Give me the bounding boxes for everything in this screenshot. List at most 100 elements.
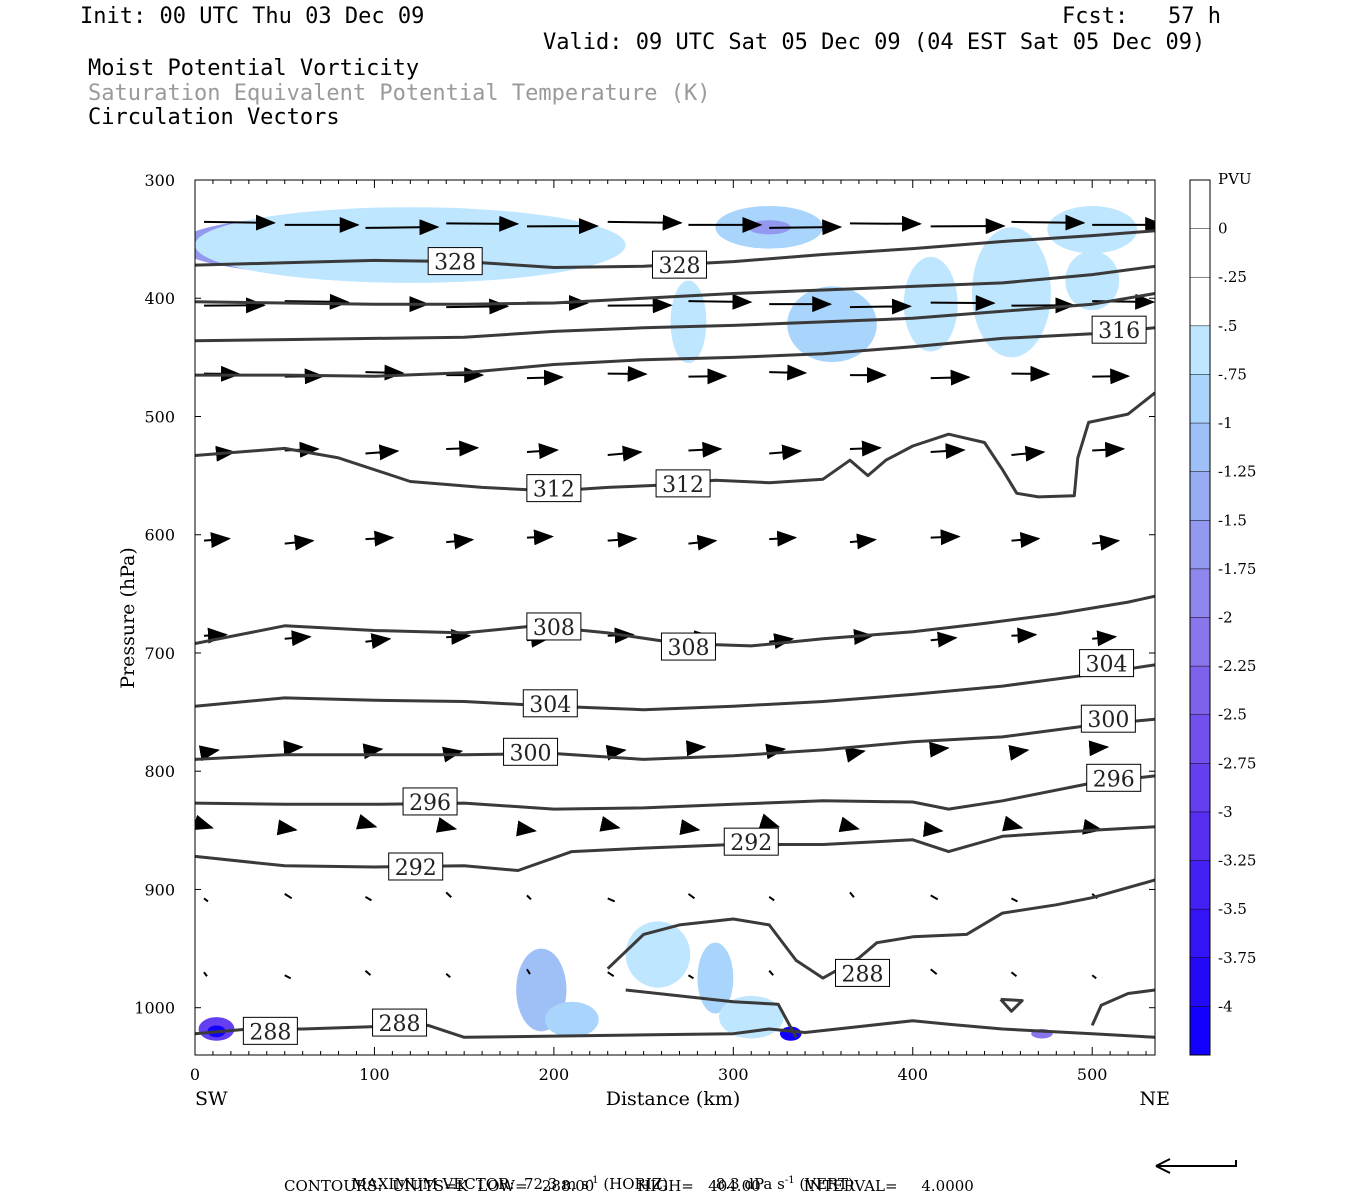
- colorbar-segment: [1190, 277, 1210, 326]
- circulation-vector: [362, 743, 384, 760]
- contour-label: 328: [434, 251, 476, 276]
- x-tick-label: 0: [190, 1065, 200, 1084]
- plot-frame: [194, 179, 1156, 1056]
- circulation-vector: [1008, 744, 1030, 761]
- circulation-vector: [769, 530, 798, 547]
- field-title-theta: Saturation Equivalent Potential Temperat…: [88, 81, 711, 106]
- contour-label: 304: [1086, 653, 1128, 678]
- contour-label-box: [526, 612, 582, 641]
- valid-time: Valid: 09 UTC Sat 05 Dec 09 (04 EST Sat …: [543, 30, 1206, 55]
- contour-label-box: [427, 247, 483, 276]
- y-tick-label: 1000: [134, 999, 175, 1018]
- circulation-vector: [607, 897, 616, 903]
- circulation-vector: [769, 633, 795, 650]
- circulation-vector: [758, 813, 781, 829]
- colorbar-label: -.5: [1218, 317, 1237, 335]
- circulation-vector: [1088, 740, 1110, 757]
- init-time: Init: 00 UTC Thu 03 Dec 09: [80, 4, 425, 29]
- pv-shading: [903, 256, 958, 352]
- colorbar-segment: [1190, 811, 1210, 861]
- x-tick-label: 100: [359, 1065, 390, 1084]
- x-axis-label: Distance (km): [606, 1088, 741, 1110]
- colorbar-label: -3.25: [1218, 852, 1256, 870]
- field-title-vectors: Circulation Vectors: [88, 105, 340, 130]
- circulation-vector: [688, 534, 718, 551]
- pv-shading: [1065, 250, 1120, 311]
- colorbar-segment: [1190, 228, 1210, 278]
- colorbar-segment: [1190, 909, 1210, 958]
- y-tick-label: 400: [144, 289, 175, 308]
- colorbar-segment: [1190, 325, 1210, 375]
- circulation-vector: [1092, 534, 1121, 551]
- contour-label: 292: [395, 856, 437, 881]
- pv-shading: [787, 286, 877, 363]
- circulation-vector: [607, 971, 615, 978]
- circulation-vector: [203, 627, 228, 644]
- contour-label-box: [660, 632, 716, 661]
- circulation-vector: [1002, 815, 1024, 832]
- contour-label: 328: [658, 254, 700, 279]
- circulation-vector: [930, 894, 939, 901]
- horiz-exponent: -1: [588, 1175, 599, 1186]
- colorbar-label: -2.5: [1218, 706, 1247, 724]
- pv-shading: [670, 280, 707, 364]
- colorbar-label: -4: [1218, 997, 1233, 1015]
- circulation-vector: [365, 444, 400, 461]
- circulation-vector: [849, 533, 877, 550]
- contour-label-box: [1079, 649, 1135, 678]
- circulation-vector: [687, 893, 696, 900]
- circulation-vector: [599, 816, 621, 832]
- circulation-vector: [445, 891, 452, 898]
- circulation-vector: [688, 441, 723, 458]
- theta-contour-292: [195, 825, 1155, 872]
- circulation-vector: [1010, 897, 1018, 903]
- circulation-vector: [930, 369, 971, 386]
- vert-suffix: (VERT): [799, 1175, 854, 1193]
- x-tick-label: 500: [1077, 1065, 1108, 1084]
- contour-label-box: [526, 474, 582, 503]
- circulation-vector: [526, 894, 532, 901]
- pv-shading: [1047, 206, 1138, 254]
- colorbar-frame: [1189, 179, 1211, 1056]
- circulation-vector: [526, 968, 531, 975]
- colorbar-segment: [1190, 568, 1210, 618]
- circulation-vector: [1011, 445, 1046, 462]
- contour-label-box: [503, 737, 559, 766]
- theta-contour-288: [1090, 988, 1155, 1027]
- circulation-vector: [768, 896, 775, 902]
- contour-label-box: [723, 827, 779, 856]
- circulation-vector: [355, 813, 378, 830]
- contour-label: 296: [1093, 767, 1135, 792]
- circulation-vector: [445, 972, 451, 979]
- theta-contour-288: [625, 988, 798, 1039]
- colorbar-segment: [1190, 374, 1210, 424]
- circulation-vector: [365, 364, 405, 381]
- y-tick-label: 500: [144, 407, 175, 426]
- circulation-vector: [516, 820, 537, 837]
- circulation-vector: [849, 440, 882, 457]
- x-tick-label: 300: [718, 1065, 749, 1084]
- contour-label-box: [1091, 315, 1147, 344]
- contour-label: 316: [1098, 319, 1140, 344]
- circulation-vector: [930, 968, 938, 975]
- colorbar-segment: [1190, 180, 1210, 229]
- theta-contour-316: [195, 292, 1155, 343]
- circulation-vector: [687, 974, 694, 980]
- circulation-vector: [1011, 627, 1038, 644]
- theta-contour-304: [195, 663, 1155, 712]
- max-horiz-value: 72.3 m s: [523, 1175, 589, 1193]
- horiz-suffix: (HORIZ): [603, 1175, 669, 1193]
- theta-contour-296: [195, 774, 1155, 811]
- circulation-vector: [446, 298, 510, 315]
- reference-vector-arrow: [1155, 1158, 1237, 1174]
- colorbar-label: -1.75: [1218, 560, 1256, 578]
- colorbar-segment: [1190, 617, 1210, 667]
- theta-contour-288: [195, 1019, 1155, 1039]
- circulation-vector: [195, 814, 214, 831]
- theta-contour-288: [999, 997, 1024, 1013]
- circulation-vector: [605, 744, 627, 761]
- contour-label-box: [1086, 763, 1142, 792]
- circulation-vector: [446, 628, 472, 645]
- theta-contour-320: [195, 264, 1155, 306]
- circulation-vector: [364, 969, 372, 976]
